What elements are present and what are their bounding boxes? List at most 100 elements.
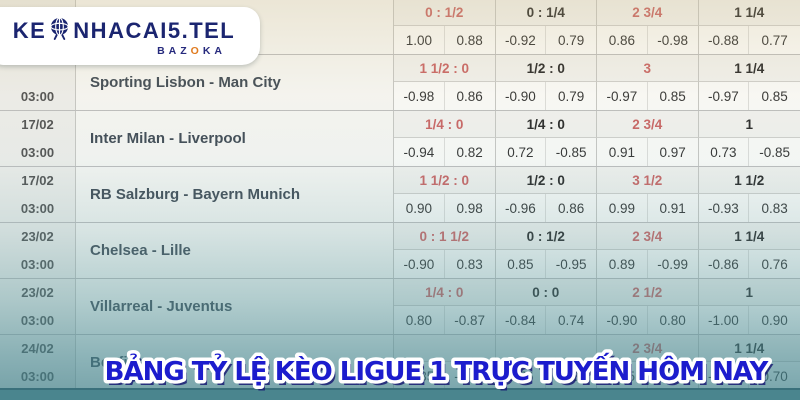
odds-cell[interactable]: -1.00 xyxy=(698,306,750,334)
odds-cell[interactable]: 0.90 xyxy=(394,194,445,222)
handicap-halftime-total: 1 1/4 xyxy=(698,55,800,82)
logo-text-post: NHACAI5.TEL xyxy=(73,17,236,43)
odds-cell[interactable]: 0.80 xyxy=(394,306,445,334)
tagline-post: KA xyxy=(202,45,226,58)
odds-cell[interactable]: 0.85 xyxy=(647,82,699,110)
odds-cell[interactable]: 0.79 xyxy=(546,26,597,54)
odds-cell[interactable]: 0.86 xyxy=(597,26,648,54)
odds-cell[interactable]: 0.97 xyxy=(647,138,699,166)
match-row: 23/02 03:00 Chelsea - Lille 0 : 1 1/2 0 … xyxy=(0,223,800,279)
odds-cell[interactable]: 0.83 xyxy=(749,194,800,222)
match-time: 03:00 xyxy=(0,306,76,334)
match-row: 23/02 03:00 Villarreal - Juventus 1/4 : … xyxy=(0,279,800,335)
odds-cell[interactable]: -0.84 xyxy=(495,306,547,334)
handicap-halftime-total: 1 1/2 xyxy=(698,167,800,194)
handicap-halftime-hdp: 1/2 : 0 xyxy=(495,55,597,82)
odds-cell[interactable]: 0.98 xyxy=(444,194,496,222)
match-date: 17/02 xyxy=(0,167,76,194)
match-name[interactable]: Villarreal - Juventus xyxy=(76,279,394,334)
odds-cell[interactable]: 0.73 xyxy=(698,138,750,166)
odds-cell[interactable]: 0.85 xyxy=(749,82,800,110)
odds-cell[interactable]: 0.83 xyxy=(444,250,496,278)
odds-cell[interactable]: -0.94 xyxy=(394,138,445,166)
odds-cell[interactable]: -0.98 xyxy=(647,26,699,54)
handicap-halftime-hdp: 1/2 : 0 xyxy=(495,167,597,194)
handicap-halftime-total: 1 1/4 xyxy=(698,223,800,250)
bottom-bar xyxy=(0,388,800,400)
match-row: 24/02 03:00 Benfica 2 3/4 1 1/4 -0.85 -0… xyxy=(0,335,800,391)
odds-cell[interactable]: -0.92 xyxy=(444,362,496,390)
handicap-fulltime-total: 2 3/4 xyxy=(597,223,699,250)
handicap-fulltime-hdp xyxy=(394,335,496,362)
match-name[interactable]: Chelsea - Lille xyxy=(76,223,394,278)
handicap-halftime-hdp: 0 : 0 xyxy=(495,279,597,306)
odds-cell[interactable]: 0.79 xyxy=(546,82,597,110)
odds-cell[interactable]: -0.88 xyxy=(698,26,750,54)
odds-cell[interactable]: -0.97 xyxy=(698,82,750,110)
odds-cell[interactable]: 0.99 xyxy=(597,194,648,222)
match-name[interactable]: Benfica xyxy=(76,335,394,390)
odds-cell[interactable]: -0.85 xyxy=(749,138,800,166)
match-time: 03:00 xyxy=(0,138,76,166)
odds-cell[interactable]: 0.82 xyxy=(444,138,496,166)
odds-cell[interactable]: 0.91 xyxy=(647,194,699,222)
odds-cell[interactable]: -0.86 xyxy=(546,362,597,390)
site-logo[interactable]: KE NHACAI5.TEL BAZOKA xyxy=(0,7,260,65)
handicap-fulltime-hdp: 1 1/2 : 0 xyxy=(394,167,496,194)
handicap-fulltime-hdp: 1 1/2 : 0 xyxy=(394,55,496,82)
odds-cell[interactable]: 0.86 xyxy=(444,82,496,110)
odds-cell[interactable]: -0.85 xyxy=(394,362,445,390)
odds-cell[interactable]: -0.99 xyxy=(647,250,699,278)
odds-cell[interactable]: -0.98 xyxy=(394,82,445,110)
handicap-fulltime-total: 2 3/4 xyxy=(597,335,699,362)
odds-cell[interactable]: 0.72 xyxy=(495,138,547,166)
odds-cell[interactable]: 0.95 xyxy=(647,362,699,390)
odds-cell[interactable]: 0.89 xyxy=(597,250,648,278)
odds-cell[interactable]: -0.93 xyxy=(698,194,750,222)
odds-cell[interactable]: -0.86 xyxy=(698,250,750,278)
odds-cell[interactable]: 0.70 xyxy=(749,362,800,390)
odds-cell[interactable]: -0.90 xyxy=(394,250,445,278)
odds-cell[interactable]: -0.85 xyxy=(546,138,597,166)
odds-cell[interactable]: 0.88 xyxy=(444,26,496,54)
odds-cell[interactable]: 0.95 xyxy=(597,362,648,390)
match-row: 17/02 03:00 RB Salzburg - Bayern Munich … xyxy=(0,167,800,223)
handicap-fulltime-hdp: 0 : 1/2 xyxy=(394,0,496,26)
odds-cell[interactable]: 0.86 xyxy=(546,194,597,222)
odds-cell[interactable]: 0.77 xyxy=(749,26,800,54)
match-name[interactable]: Inter Milan - Liverpool xyxy=(76,111,394,166)
logo-text-pre: KE xyxy=(12,17,47,43)
odds-cell[interactable]: -0.97 xyxy=(597,82,648,110)
tagline-o: O xyxy=(190,45,203,58)
odds-cell[interactable]: -0.92 xyxy=(495,26,547,54)
handicap-fulltime-hdp: 1/4 : 0 xyxy=(394,111,496,138)
globe-football-icon xyxy=(49,17,70,44)
odds-cell[interactable]: -0.87 xyxy=(444,306,496,334)
odds-cell[interactable]: -0.90 xyxy=(495,82,547,110)
handicap-halftime-total: 1 1/4 xyxy=(698,0,800,26)
tagline-pre: BAZ xyxy=(157,45,191,58)
handicap-fulltime-total: 3 1/2 xyxy=(597,167,699,194)
handicap-halftime-hdp: 1/4 : 0 xyxy=(495,111,597,138)
logo-wordmark: KE NHACAI5.TEL xyxy=(0,17,260,44)
odds-cell[interactable]: 0.85 xyxy=(495,250,547,278)
odds-cell[interactable]: 0.76 xyxy=(495,362,547,390)
odds-cell[interactable]: -0.95 xyxy=(546,250,597,278)
odds-cell[interactable]: -0.90 xyxy=(597,306,648,334)
odds-cell[interactable]: 0.74 xyxy=(546,306,597,334)
odds-cell[interactable]: 0.80 xyxy=(647,306,699,334)
odds-cell[interactable]: -0.96 xyxy=(495,194,547,222)
odds-cell[interactable]: 0.90 xyxy=(749,306,800,334)
odds-cell[interactable]: 0.91 xyxy=(597,138,648,166)
handicap-halftime-total: 1 1/4 xyxy=(698,335,800,362)
odds-cell[interactable]: 1.00 xyxy=(394,26,445,54)
match-date: 23/02 xyxy=(0,279,76,306)
match-name[interactable]: RB Salzburg - Bayern Munich xyxy=(76,167,394,222)
match-time: 03:00 xyxy=(0,362,76,390)
handicap-fulltime-total: 2 3/4 xyxy=(597,0,699,26)
match-time: 03:00 xyxy=(0,82,76,110)
match-date: 17/02 xyxy=(0,111,76,138)
odds-cell[interactable]: 0.76 xyxy=(749,250,800,278)
match-date: 24/02 xyxy=(0,335,76,362)
odds-cell[interactable]: -0.80 xyxy=(698,362,750,390)
